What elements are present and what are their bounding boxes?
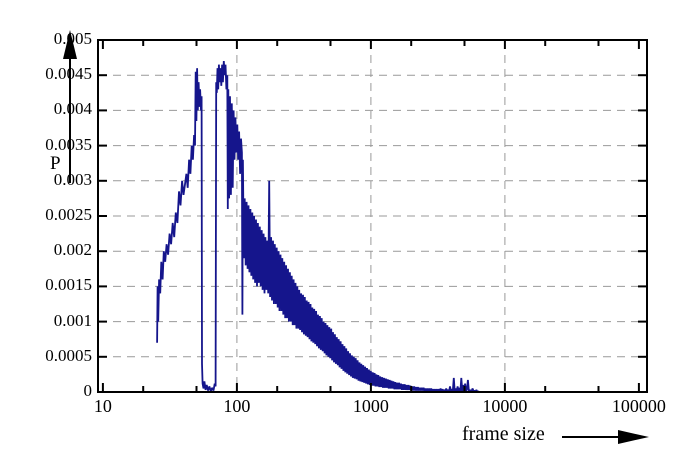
x-tick-label: 100000 xyxy=(611,396,666,416)
x-tick-label: 10 xyxy=(93,396,112,416)
x-axis-title: frame size xyxy=(462,423,545,445)
y-tick-label: 0.001 xyxy=(53,310,92,330)
y-axis-title: P xyxy=(50,153,61,174)
x-tick-label: 100 xyxy=(223,396,251,416)
x-axis-arrow xyxy=(562,430,649,444)
y-tick-label: 0.002 xyxy=(53,240,92,260)
y-tick-label: 0.0015 xyxy=(45,275,92,295)
y-tick-label: 0.004 xyxy=(53,99,92,119)
y-tick-label: 0.003 xyxy=(53,169,92,189)
y-tick-label: 0.0035 xyxy=(45,134,92,154)
y-axis-arrow xyxy=(63,30,77,183)
x-tick-label: 10000 xyxy=(482,396,528,416)
data-curve xyxy=(156,61,645,393)
plot-border xyxy=(97,39,648,393)
y-tick-label: 0.005 xyxy=(53,29,92,48)
y-tick-label: 0.0045 xyxy=(45,64,92,84)
y-tick-label: 0.0005 xyxy=(45,345,92,365)
y-tick-label: 0.0025 xyxy=(45,205,92,224)
y-tick-label: 0 xyxy=(83,381,93,400)
x-tick-label: 1000 xyxy=(352,396,389,416)
